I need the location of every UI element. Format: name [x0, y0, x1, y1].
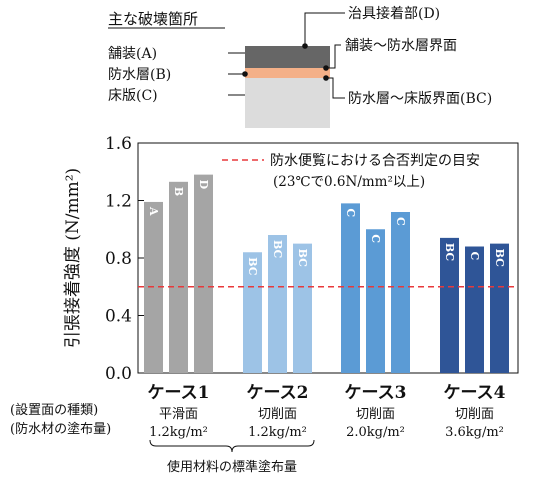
label-pavement: 舗装(A) [108, 46, 157, 62]
leader-jig [304, 12, 345, 46]
bar-label: D [197, 180, 210, 190]
surface-label: 平滑面 [159, 407, 198, 422]
bar [243, 252, 262, 373]
bars: A B D BC BC BC C C C BC C BC [144, 174, 509, 373]
amount-label: 1.2kg/m² [149, 425, 208, 440]
y-tick-label: 1.2 [105, 192, 132, 212]
diagram-title: 主な破壊箇所 [108, 10, 198, 28]
label-jig: 治具接着部(D) [348, 5, 440, 22]
waterproof-layer [245, 68, 330, 78]
dot-wp-slab [323, 75, 329, 81]
surface-label: 切削面 [356, 407, 395, 422]
bar-label: BC [493, 249, 506, 268]
legend-text-1: 防水便覧における合否判定の目安 [270, 152, 480, 169]
bar [194, 174, 213, 373]
row-label-surface: (設置面の種類) [10, 402, 98, 418]
bar-label: C [468, 252, 481, 261]
x-category-label: ケース3 [345, 383, 407, 403]
amount-label: 1.2kg/m² [248, 425, 307, 440]
y-tick-label: 0.8 [105, 249, 132, 269]
bar [366, 229, 385, 373]
bracket-label: 使用材料の標準塗布量 [167, 459, 297, 475]
pavement-layer [245, 46, 330, 68]
bar-label: C [344, 208, 357, 217]
leader-pav-wp [326, 44, 341, 69]
x-category-label: ケース1 [148, 383, 210, 403]
dot-waterproof [242, 71, 248, 77]
dot-pav-wp [323, 65, 329, 71]
bar [169, 181, 188, 373]
bar-label: C [369, 234, 382, 243]
bar-label: B [172, 187, 185, 196]
bar [341, 203, 360, 373]
bar-label: BC [246, 257, 259, 276]
x-category-label: ケース4 [444, 383, 506, 403]
bar-label: BC [271, 240, 284, 259]
leader-wp-slab [326, 77, 345, 99]
bar [144, 201, 163, 373]
surface-label: 切削面 [258, 407, 297, 422]
x-category-label: ケース2 [247, 383, 309, 403]
x-axis-labels: ケース1 平滑面 1.2kg/m² ケース2 切削面 1.2kg/m² ケース3 切削面 2.0… [148, 383, 506, 440]
slab-layer [245, 78, 330, 128]
bar-label: BC [296, 249, 309, 268]
label-wp-slab-interface: 防水層〜床版界面(BC) [348, 91, 492, 107]
bar-label: C [394, 217, 407, 226]
bar-label: BC [443, 243, 456, 262]
amount-label: 2.0kg/m² [346, 425, 405, 440]
y-tick-label: 0.4 [105, 307, 132, 327]
dot-jig [302, 43, 308, 49]
bar-chart: 0.0 0.4 0.8 1.2 1.6 引張接着強度 (N/mm²) A B D BC BC BC… [10, 134, 519, 475]
bracket [149, 439, 315, 453]
bar [465, 246, 484, 373]
y-tick-label: 0.0 [105, 364, 132, 384]
y-tick-label: 1.6 [105, 134, 132, 154]
bar [391, 212, 410, 373]
label-slab: 床版(C) [108, 88, 158, 104]
bar-label: A [147, 206, 160, 216]
legend-text-2: (23℃で0.6N/mm²以上) [273, 174, 425, 190]
y-axis: 0.0 0.4 0.8 1.2 1.6 [105, 134, 144, 384]
bar [440, 237, 459, 373]
amount-label: 3.6kg/m² [445, 425, 504, 440]
label-waterproof: 防水層(B) [108, 67, 171, 83]
y-axis-label: 引張接着強度 (N/mm²) [63, 168, 83, 348]
bar [490, 243, 509, 373]
label-pav-wp-interface: 舗装〜防水層界面 [345, 38, 457, 54]
failure-diagram: 主な破壊箇所 舗装(A) 防水層(B) 床版(C) 治具接着部(D) 舗装〜防水… [108, 5, 492, 128]
row-label-amount: (防水材の塗布量) [10, 421, 111, 437]
bar [268, 235, 287, 373]
surface-label: 切削面 [455, 407, 494, 422]
bar [293, 243, 312, 373]
